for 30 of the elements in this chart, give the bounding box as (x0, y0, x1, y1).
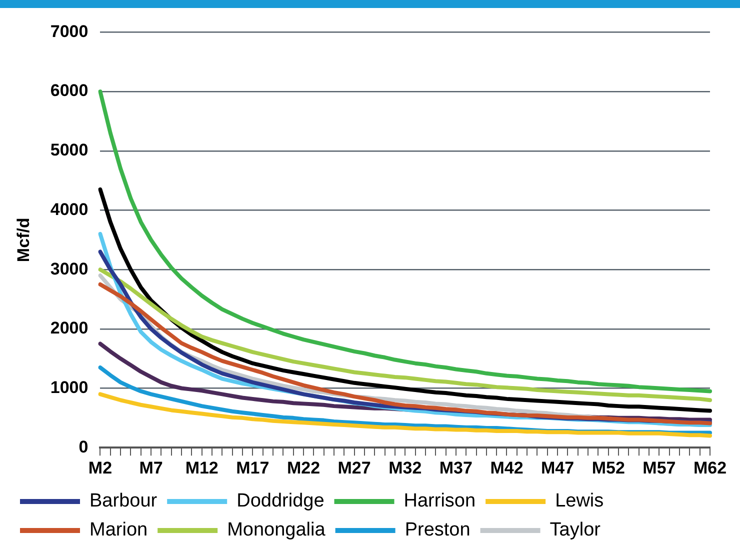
y-tick-label: 1000 (50, 378, 88, 397)
legend-label: Harrison (404, 490, 476, 512)
y-axis-title: Mcf/d (14, 218, 33, 262)
x-tick-label: M62 (693, 458, 727, 478)
y-tick-label: 6000 (50, 81, 88, 100)
y-tick-label: 0 (78, 437, 88, 456)
legend-label: Preston (404, 520, 470, 541)
x-tick-label: M7 (139, 458, 163, 478)
legend-label: Monongalia (227, 520, 326, 541)
x-tick-label: M22 (286, 458, 320, 478)
x-tick-label: M12 (185, 458, 218, 478)
legend-label: Taylor (550, 520, 602, 541)
legend-label: Doddridge (236, 490, 324, 512)
x-tick-label: M27 (338, 458, 371, 478)
legend-label: Barbour (90, 490, 158, 512)
x-tick-label: M17 (236, 458, 270, 478)
x-tick-label: M42 (490, 458, 524, 478)
x-tick-label: M57 (642, 458, 676, 478)
x-tick-label: M32 (388, 458, 422, 478)
y-tick-label: 5000 (50, 140, 88, 160)
x-tick-label: M47 (541, 458, 574, 478)
x-tick-label: M37 (439, 458, 472, 478)
x-tick-label: M2 (88, 458, 112, 478)
y-tick-label: 2000 (50, 318, 88, 338)
legend-label: Lewis (555, 490, 604, 512)
y-tick-label: 4000 (50, 200, 88, 219)
y-tick-label: 3000 (50, 259, 88, 278)
legend-label: Marion (90, 520, 148, 541)
y-tick-label: 7000 (50, 22, 88, 41)
x-tick-label: M52 (592, 458, 625, 478)
